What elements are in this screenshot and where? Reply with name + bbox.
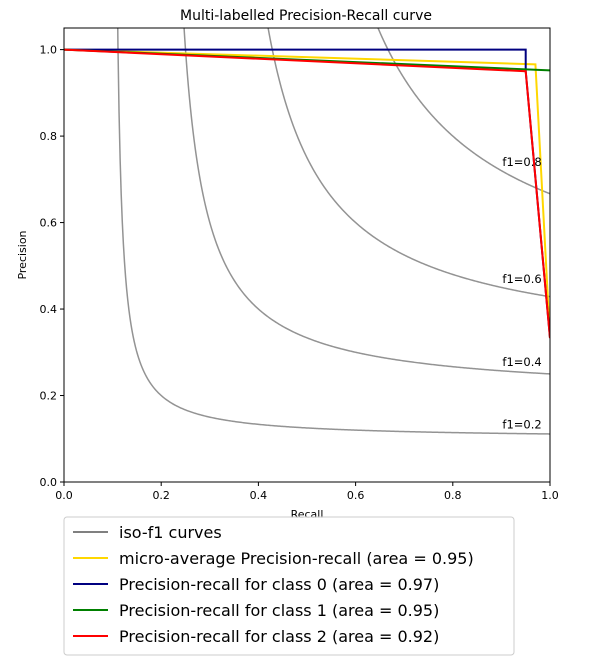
series-line	[64, 48, 550, 339]
x-tick-label: 0.6	[347, 489, 365, 502]
x-tick-label: 0.0	[55, 489, 73, 502]
chart-title: Multi-labelled Precision-Recall curve	[180, 8, 432, 24]
legend-entry-label: micro-average Precision-recall (area = 0…	[119, 549, 474, 568]
legend-box	[63, 516, 515, 656]
y-tick-label: 0.4	[40, 303, 58, 316]
series-line	[64, 48, 550, 339]
y-tick-label: 1.0	[40, 44, 58, 57]
iso-f1-curve	[117, 28, 550, 435]
x-tick-label: 0.2	[152, 489, 170, 502]
iso-f1-label: f1=0.8	[502, 155, 541, 169]
y-tick-label: 0.0	[40, 476, 58, 489]
legend: iso-f1 curves micro-average Precision-rec…	[63, 516, 515, 656]
legend-entry-label: Precision-recall for class 0 (area = 0.9…	[119, 575, 439, 594]
y-tick-label: 0.6	[40, 217, 58, 230]
plot-content	[64, 28, 550, 435]
y-tick-label: 0.8	[40, 130, 58, 143]
iso-f1-labels: f1=0.2 f1=0.4 f1=0.6 f1=0.8	[502, 155, 541, 432]
legend-entry-label: Precision-recall for class 2 (area = 0.9…	[119, 627, 439, 646]
legend-entry-label: Precision-recall for class 1 (area = 0.9…	[119, 601, 439, 620]
x-tick-label: 1.0	[541, 489, 559, 502]
y-axis: 0.0 0.2 0.4 0.6 0.8 1.0	[40, 44, 64, 489]
x-tick-label: 0.8	[444, 489, 462, 502]
x-axis: 0.0 0.2 0.4 0.6 0.8 1.0	[55, 482, 559, 502]
plot-frame	[63, 27, 551, 483]
iso-f1-curve	[183, 28, 550, 375]
iso-f1-label: f1=0.4	[502, 355, 541, 369]
iso-f1-label: f1=0.6	[502, 272, 541, 286]
iso-f1-curve	[377, 28, 550, 195]
legend-entry-label: iso-f1 curves	[119, 523, 222, 542]
x-tick-label: 0.4	[250, 489, 268, 502]
series-line	[64, 48, 550, 339]
y-tick-label: 0.2	[40, 390, 58, 403]
iso-f1-label: f1=0.2	[502, 418, 541, 432]
iso-f1-curve	[267, 28, 550, 298]
y-axis-label: Precision	[16, 230, 29, 279]
